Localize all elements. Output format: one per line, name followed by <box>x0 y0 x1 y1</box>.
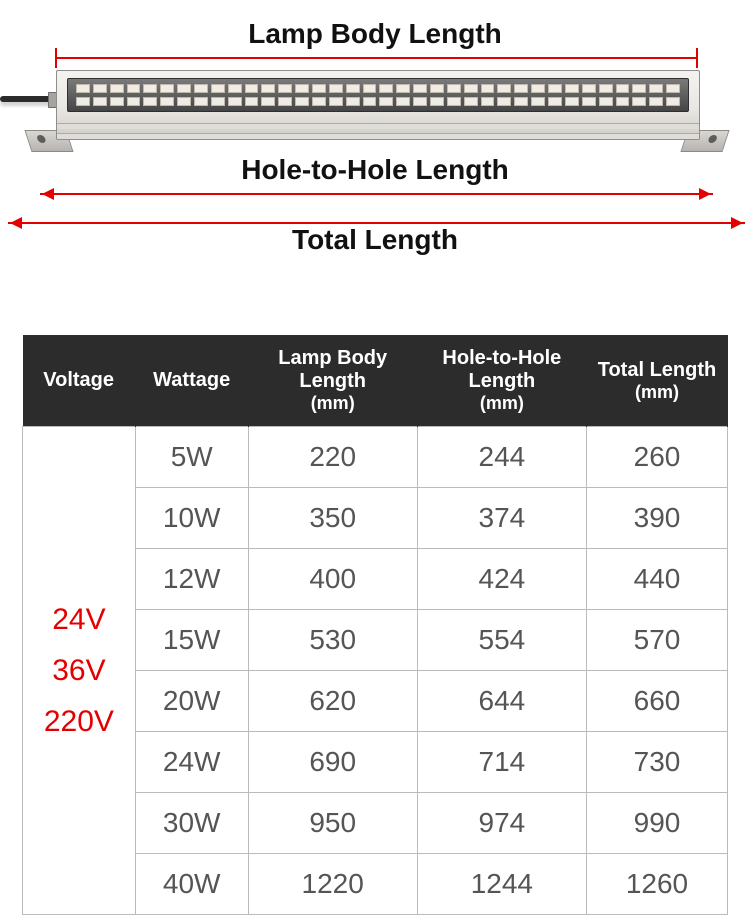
cell-hole: 244 <box>417 427 586 488</box>
lamp-glass <box>67 78 689 112</box>
cell-hole: 974 <box>417 793 586 854</box>
cell-hole: 424 <box>417 549 586 610</box>
dimension-diagram: Lamp Body Length Hole-to-Hole Length Tot… <box>0 0 750 260</box>
cell-hole: 554 <box>417 610 586 671</box>
lamp-body <box>56 70 700 140</box>
cell-total: 570 <box>586 610 727 671</box>
cell-body: 350 <box>248 488 417 549</box>
table-header-row: Voltage Wattage Lamp Body Length (mm) Ho… <box>23 335 728 427</box>
spec-table: Voltage Wattage Lamp Body Length (mm) Ho… <box>22 335 728 915</box>
cell-wattage: 20W <box>135 671 248 732</box>
cell-total: 440 <box>586 549 727 610</box>
spec-table-container: Voltage Wattage Lamp Body Length (mm) Ho… <box>22 335 728 915</box>
cell-total: 1260 <box>586 854 727 915</box>
cell-body: 1220 <box>248 854 417 915</box>
cell-total: 730 <box>586 732 727 793</box>
cell-body: 950 <box>248 793 417 854</box>
col-hole-length: Hole-to-Hole Length (mm) <box>417 335 586 427</box>
cell-total: 260 <box>586 427 727 488</box>
table-row: 24V36V220V5W220244260 <box>23 427 728 488</box>
cell-wattage: 40W <box>135 854 248 915</box>
cell-total: 660 <box>586 671 727 732</box>
label-lamp-body-length: Lamp Body Length <box>0 18 750 50</box>
cell-wattage: 5W <box>135 427 248 488</box>
cell-hole: 644 <box>417 671 586 732</box>
cell-body: 690 <box>248 732 417 793</box>
lamp-illustration <box>10 70 744 152</box>
dim-line-body <box>55 57 698 59</box>
cell-hole: 714 <box>417 732 586 793</box>
col-voltage: Voltage <box>23 335 136 427</box>
cell-voltage: 24V36V220V <box>23 427 136 915</box>
label-total-length: Total Length <box>0 224 750 256</box>
cell-hole: 1244 <box>417 854 586 915</box>
cell-wattage: 15W <box>135 610 248 671</box>
dim-line-hole <box>40 193 713 195</box>
cell-hole: 374 <box>417 488 586 549</box>
dim-line-total <box>8 222 745 224</box>
label-hole-to-hole-length: Hole-to-Hole Length <box>0 154 750 186</box>
cell-wattage: 10W <box>135 488 248 549</box>
cell-body: 620 <box>248 671 417 732</box>
cell-body: 530 <box>248 610 417 671</box>
cell-body: 220 <box>248 427 417 488</box>
col-total-length: Total Length (mm) <box>586 335 727 427</box>
col-body-length: Lamp Body Length (mm) <box>248 335 417 427</box>
cell-body: 400 <box>248 549 417 610</box>
cell-wattage: 30W <box>135 793 248 854</box>
cell-total: 390 <box>586 488 727 549</box>
cell-wattage: 24W <box>135 732 248 793</box>
cell-total: 990 <box>586 793 727 854</box>
col-wattage: Wattage <box>135 335 248 427</box>
cell-wattage: 12W <box>135 549 248 610</box>
